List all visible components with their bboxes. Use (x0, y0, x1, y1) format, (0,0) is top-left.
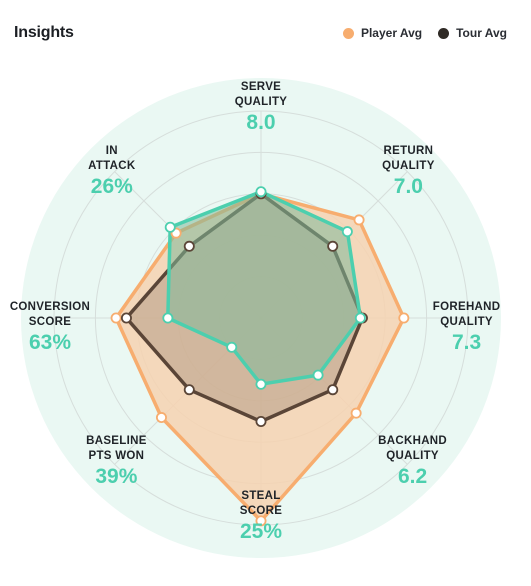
axis-label-2-line-1: RETURN (384, 145, 434, 157)
tour-avg-point-2 (327, 240, 339, 252)
player-point-5 (255, 378, 267, 390)
player-avg-point-5 (255, 515, 267, 527)
legend: Player Avg Tour Avg (327, 26, 507, 40)
player-point-4 (312, 369, 324, 381)
axis-value-7: 63% (29, 331, 71, 354)
player-point-2 (341, 226, 353, 238)
axis-label-6-line-2: PTS WON (89, 450, 145, 462)
axis-label-5-line-2: SCORE (240, 505, 282, 517)
axis-label-8-line-1: IN (106, 145, 118, 157)
player-point-3 (354, 312, 366, 324)
tour-avg-point-5 (255, 415, 267, 427)
axis-label-2-line-2: QUALITY (382, 160, 435, 172)
axis-label-4-line-2: QUALITY (386, 450, 439, 462)
legend-label-player-avg: Player Avg (360, 26, 423, 40)
axis-label-5-line-1: STEAL (241, 490, 280, 502)
axis-value-4: 6.2 (398, 465, 427, 488)
axis-label-7-line-1: CONVERSION (10, 301, 90, 313)
legend-item-tour-avg[interactable]: Tour Avg (438, 26, 507, 40)
player-point-8 (164, 221, 176, 233)
player-avg-point-3 (398, 312, 410, 324)
axis-value-2: 7.0 (394, 175, 423, 198)
axis-label-1-line-2: QUALITY (235, 96, 288, 108)
tour-avg-point-6 (183, 384, 195, 396)
axis-label-3-line-2: QUALITY (440, 316, 493, 328)
axis-value-1: 8.0 (246, 111, 275, 134)
tour-avg-point-7 (120, 312, 132, 324)
player-point-1 (255, 186, 267, 198)
axis-label-7-line-2: SCORE (29, 316, 71, 328)
axis-value-8: 26% (91, 175, 133, 198)
player-avg-point-7 (110, 312, 122, 324)
axis-value-6: 39% (95, 465, 137, 488)
axis-label-4-line-1: BACKHAND (378, 435, 447, 447)
axis-label-3-line-1: FOREHAND (433, 301, 501, 313)
axis-label-8-line-2: ATTACK (88, 160, 136, 172)
axis-value-5: 25% (240, 520, 282, 543)
legend-label-tour-avg: Tour Avg (456, 26, 507, 40)
chart-title: Insights (14, 24, 74, 41)
player-avg-swatch (342, 27, 354, 39)
chart-header: Insights Player Avg Tour Avg (0, 0, 531, 60)
player-avg-point-2 (353, 214, 365, 226)
player-point-7 (162, 312, 174, 324)
player-avg-point-4 (350, 407, 362, 419)
player-point-6 (226, 341, 238, 353)
axis-label-1-line-1: SERVE (241, 81, 281, 93)
tour-avg-point-8 (183, 240, 195, 252)
player-avg-point-6 (155, 412, 167, 424)
axis-value-3: 7.3 (452, 331, 481, 354)
tour-avg-point-4 (327, 384, 339, 396)
legend-item-player-avg[interactable]: Player Avg (342, 26, 423, 40)
tour-avg-swatch (438, 27, 450, 39)
axis-label-6-line-1: BASELINE (86, 435, 147, 447)
